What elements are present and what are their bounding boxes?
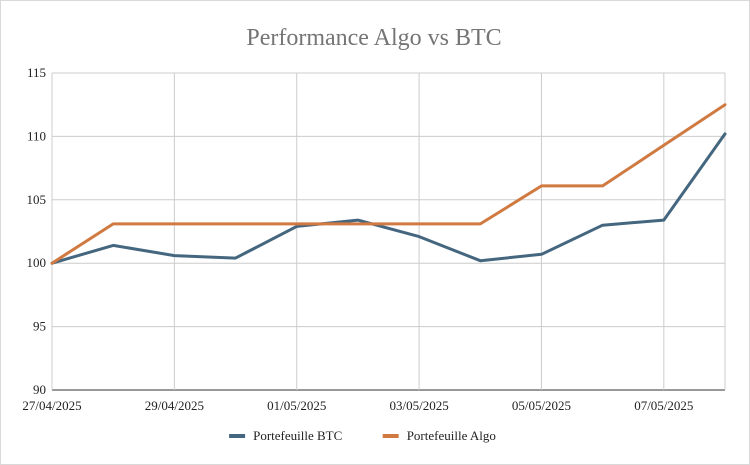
series-line-btc [50,132,727,265]
y-tick-label: 110 [27,128,46,143]
x-axis-ticks: 27/04/2025 29/04/2025 01/05/2025 03/05/2025… [22,398,693,413]
y-tick-label: 95 [33,319,46,334]
x-tick-label: 05/05/2025 [512,398,571,413]
y-tick-label: 100 [27,255,47,270]
y-tick-label: 105 [27,192,47,207]
legend-label: Portefeuille Algo [407,428,496,443]
x-tick-label: 01/05/2025 [267,398,326,413]
series-line-algo [50,103,727,265]
gridlines [51,72,726,391]
x-tick-label: 03/05/2025 [389,398,448,413]
y-tick-label: 115 [27,65,46,80]
chart-title: Performance Algo vs BTC [246,25,501,51]
series-lines [50,103,727,265]
x-tick-label: 27/04/2025 [22,398,81,413]
x-tick-label: 07/05/2025 [634,398,693,413]
legend-label: Portefeuille BTC [253,428,342,443]
legend: Portefeuille BTC Portefeuille Algo [229,428,496,443]
x-tick-label: 29/04/2025 [145,398,204,413]
y-axis-ticks: 90 95 100 105 110 115 [27,65,47,397]
y-tick-label: 90 [33,382,46,397]
